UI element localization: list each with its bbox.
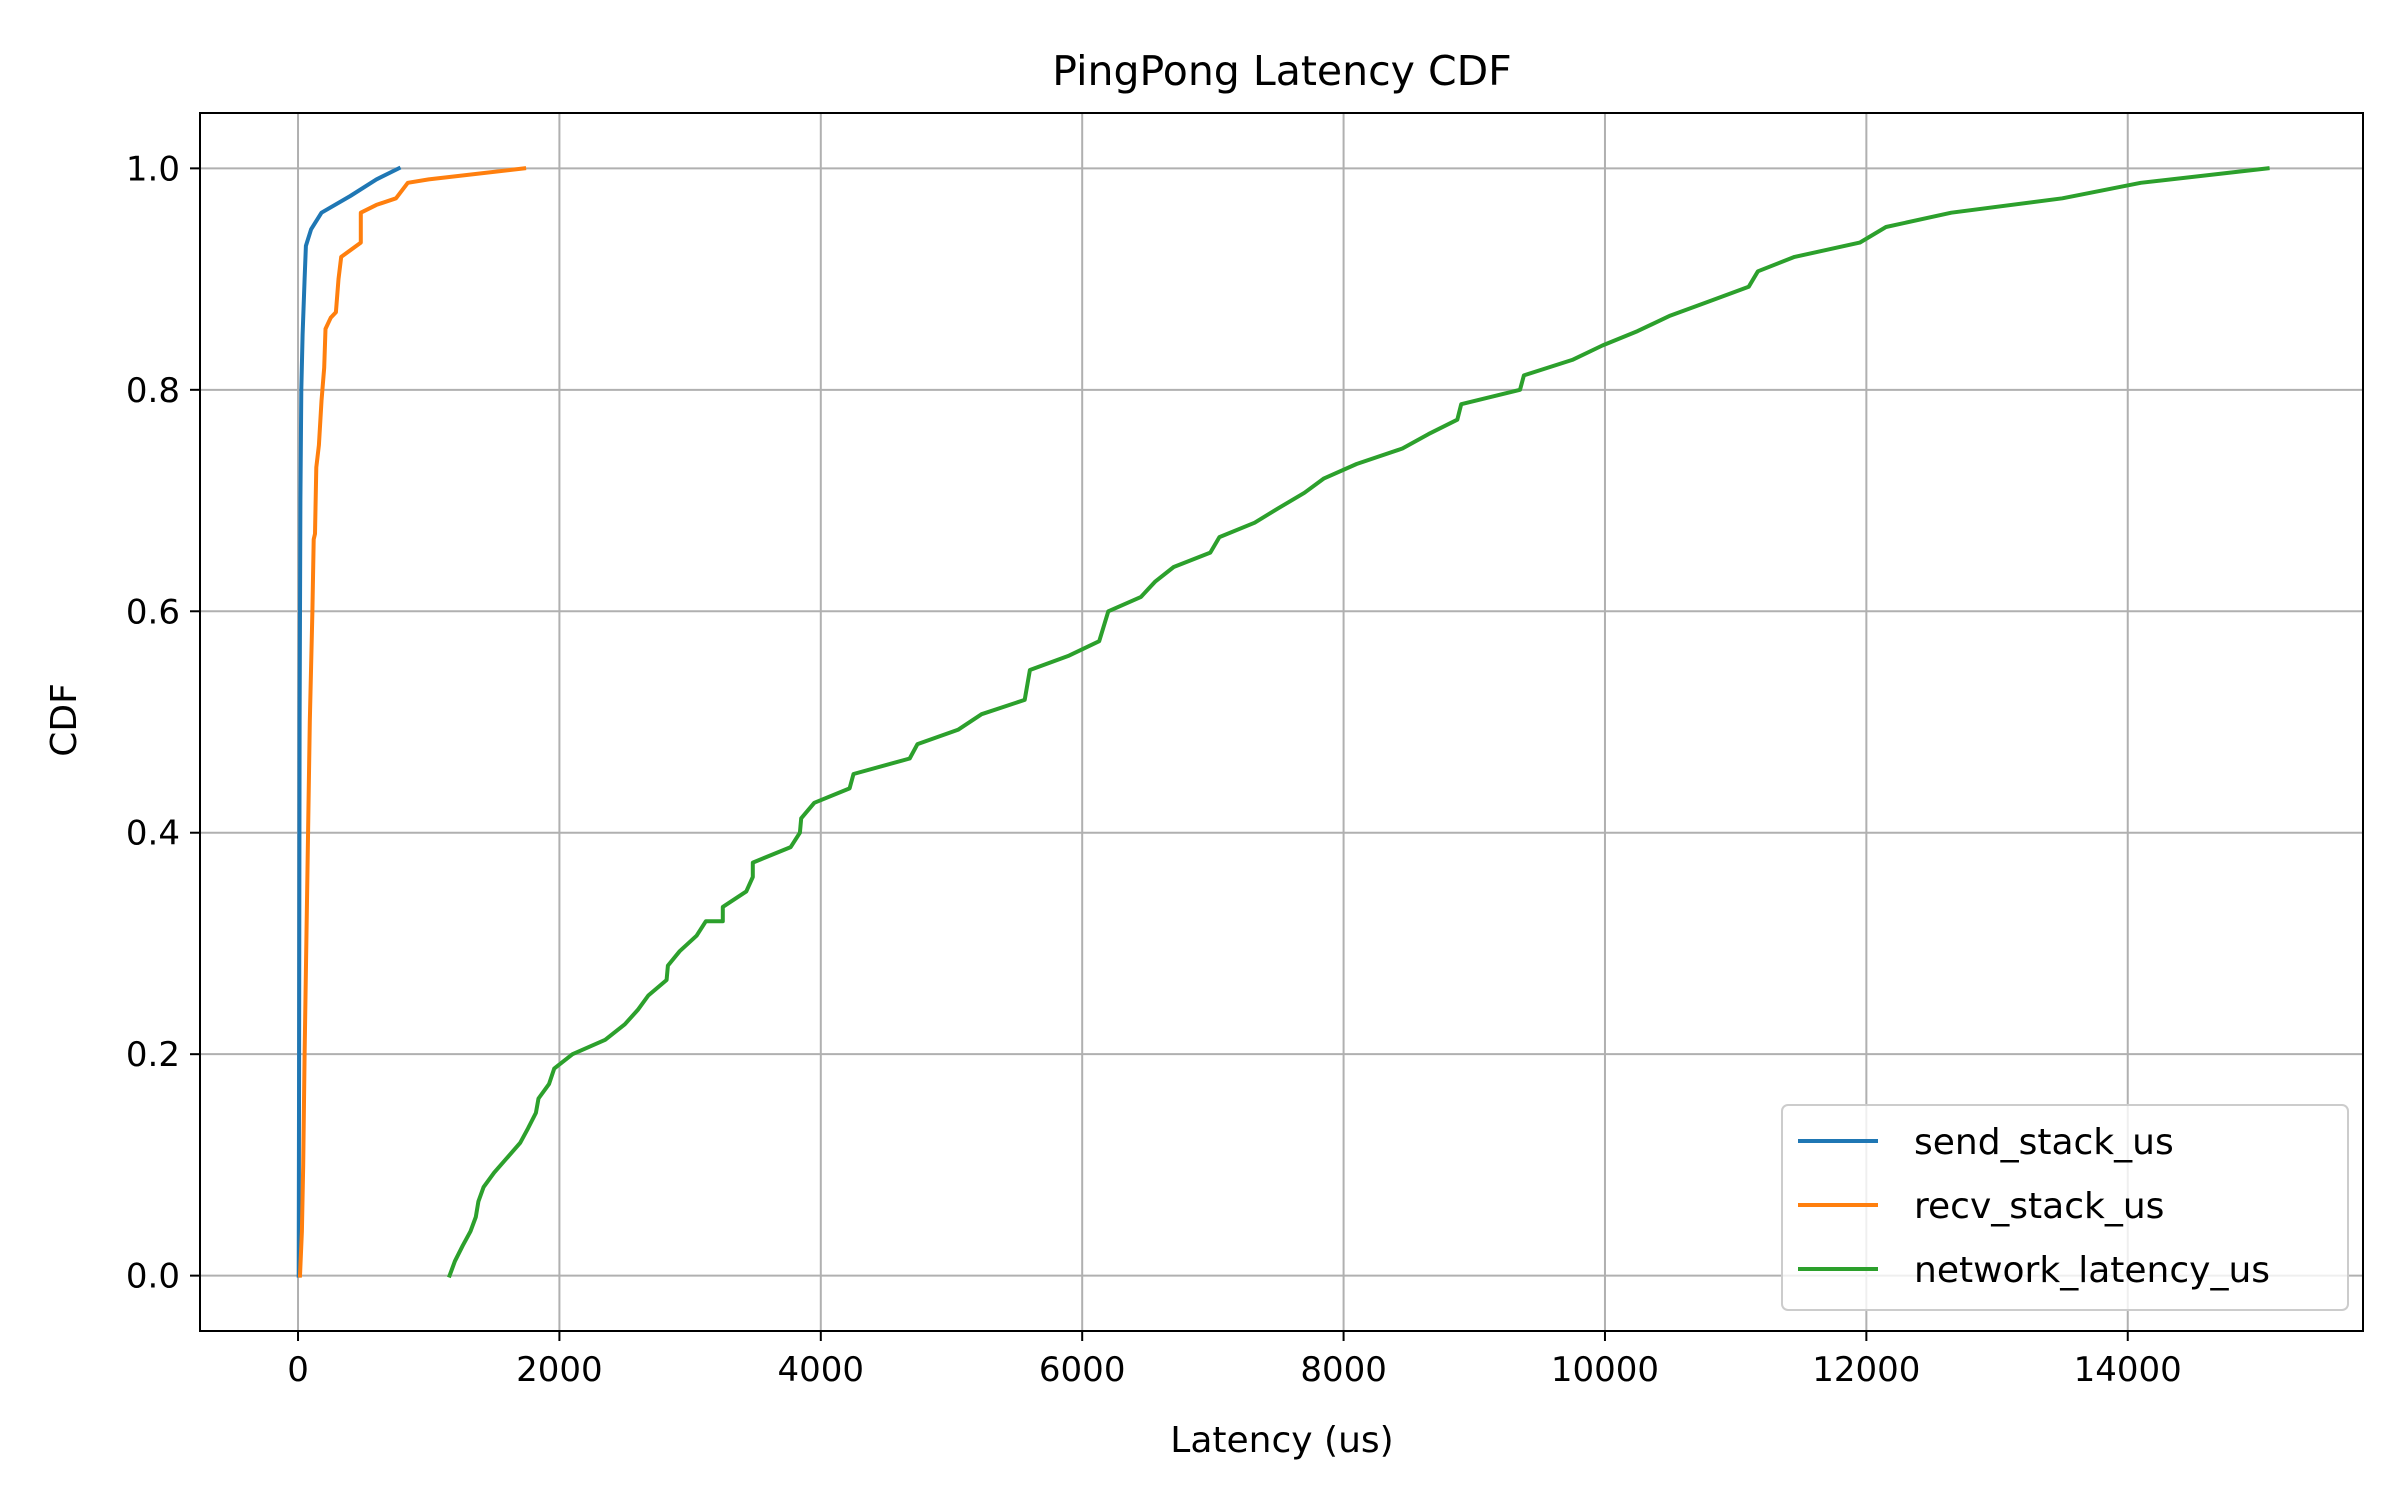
y-tick-label: 0.4	[126, 814, 180, 854]
x-tick-label: 10000	[1551, 1350, 1659, 1390]
x-tick-label: 0	[287, 1350, 309, 1390]
x-tick-label: 2000	[516, 1350, 603, 1390]
y-tick-label: 1.0	[126, 149, 180, 189]
grid-lines	[200, 113, 2363, 1331]
plot-frame	[199, 112, 2364, 1332]
series-line-recv-stack-us	[297, 166, 527, 1278]
y-tick-label: 0.0	[126, 1257, 180, 1297]
series-line-send-stack-us	[296, 165, 402, 1278]
x-tick-label: 8000	[1300, 1350, 1387, 1390]
series-line-network-latency-us	[447, 166, 2270, 1279]
legend-label: send_stack_us	[1914, 1122, 2174, 1163]
x-tick-label: 4000	[778, 1350, 865, 1390]
x-tick-label: 14000	[2074, 1350, 2182, 1390]
x-tick-label: 12000	[1812, 1350, 1920, 1390]
legend-label: recv_stack_us	[1914, 1186, 2164, 1227]
y-tick-label: 0.8	[126, 371, 180, 411]
legend-box	[1781, 1104, 2349, 1311]
legend: send_stack_us recv_stack_us network_latenc…	[1781, 1104, 2349, 1311]
y-tick-label: 0.6	[126, 592, 180, 632]
x-tick-label: 6000	[1039, 1350, 1126, 1390]
x-axis-label: Latency (us)	[1170, 1420, 1393, 1461]
series-lines	[296, 165, 2270, 1279]
chart-title: PingPong Latency CDF	[1052, 47, 1512, 95]
legend-label: network_latency_us	[1914, 1250, 2270, 1291]
axis-ticks: 0 2000 4000 6000 8000 10000 12000 14000 0.0 0.2 0.…	[126, 149, 2182, 1390]
y-axis-label: CDF	[44, 683, 85, 757]
y-tick-label: 0.2	[126, 1035, 180, 1075]
